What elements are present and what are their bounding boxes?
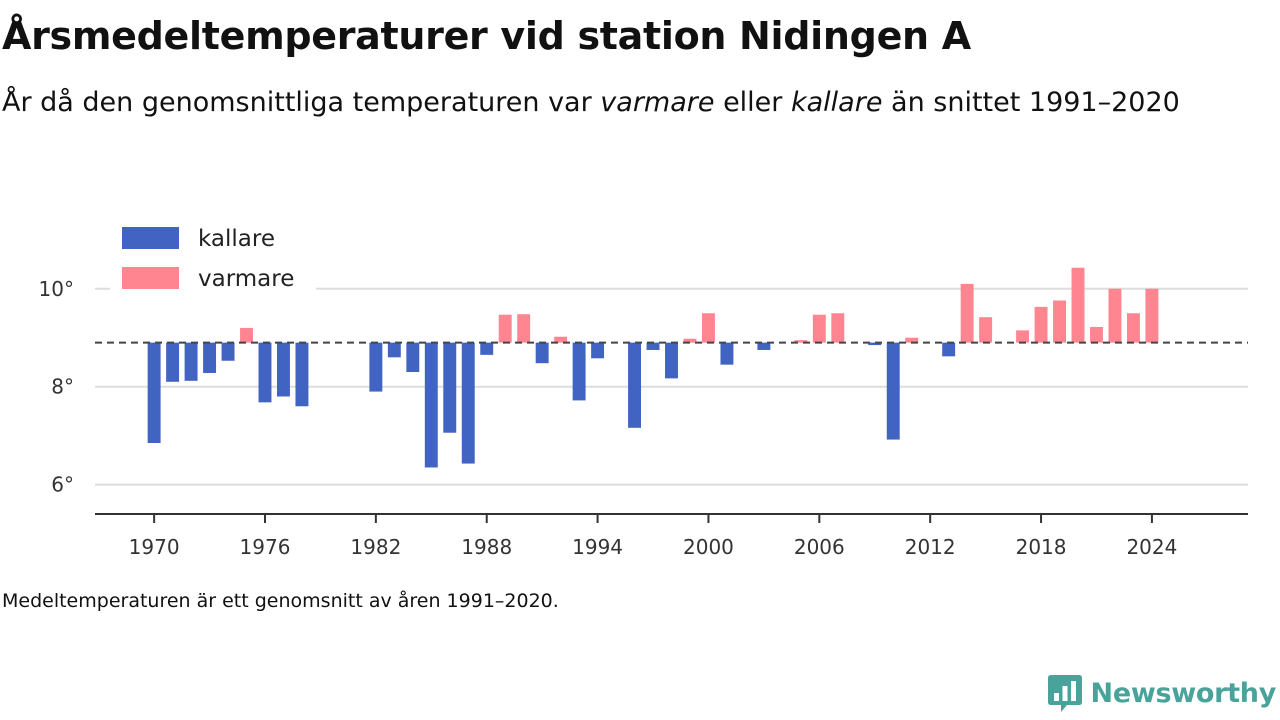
x-tick-label: 1970 (129, 535, 180, 559)
bars (147, 267, 1159, 468)
x-tick-label: 1976 (240, 535, 291, 559)
bar-kallare (628, 342, 642, 428)
bar-varmare (701, 313, 715, 343)
subtitle-warm-word: varmare (600, 87, 715, 118)
bar-varmare (1126, 313, 1140, 343)
bar-kallare (424, 342, 438, 468)
x-tick-label: 2012 (905, 535, 956, 559)
footnote: Medeltemperaturen är ett genomsnitt av å… (2, 590, 559, 612)
newsworthy-logo-icon (1047, 675, 1082, 712)
x-tick-label: 2000 (683, 535, 734, 559)
subtitle-text-2: eller (714, 87, 791, 118)
bar-varmare (960, 283, 974, 343)
y-tick-label: 10° (39, 277, 74, 301)
bar-kallare (757, 342, 771, 350)
bar-kallare (406, 342, 420, 372)
bar-varmare (517, 314, 531, 343)
bar-varmare (1053, 300, 1066, 343)
brand-name: Newsworthy (1090, 677, 1277, 709)
bar-kallare (646, 342, 660, 350)
bar-kallare (203, 342, 217, 373)
bar-kallare (591, 342, 605, 359)
brand-logo: Newsworthy (1047, 672, 1276, 714)
bar-varmare (1090, 326, 1103, 343)
bar-varmare (1016, 330, 1030, 343)
bar-kallare (184, 342, 198, 381)
bar-kallare (572, 342, 586, 401)
bar-varmare (831, 313, 845, 343)
bar-varmare (979, 317, 993, 343)
y-axis-ticks: 6° 8° 10° (39, 277, 74, 497)
bar-kallare (665, 342, 678, 379)
y-tick-label: 8° (51, 375, 74, 399)
legend-label-kallare: kallare (198, 226, 275, 252)
bar-kallare (277, 342, 290, 397)
bar-kallare (295, 342, 309, 407)
bar-kallare (443, 342, 457, 433)
bar-kallare (535, 342, 549, 364)
bar-varmare (1034, 306, 1048, 343)
legend-swatch-varmare (122, 267, 179, 289)
bar-kallare (942, 342, 956, 357)
bar-varmare (812, 314, 826, 343)
bar-varmare (1108, 288, 1122, 343)
bar-kallare (480, 342, 494, 355)
bar-varmare (905, 337, 919, 343)
bar-varmare (794, 340, 808, 343)
subtitle-text-1: År då den genomsnittliga temperaturen va… (2, 87, 601, 118)
legend: kallare varmare (110, 218, 316, 298)
x-tick-label: 1988 (461, 535, 512, 559)
bar-varmare (1071, 267, 1085, 343)
bar-varmare (1145, 288, 1159, 343)
subtitle-cold-word: kallare (790, 87, 883, 118)
bar-varmare (240, 327, 253, 343)
bar-varmare (498, 314, 512, 343)
bar-kallare (258, 342, 272, 403)
legend-label-varmare: varmare (198, 266, 294, 292)
y-tick-label: 6° (51, 473, 74, 497)
bar-kallare (147, 342, 161, 443)
bar-varmare (554, 336, 568, 343)
bar-kallare (166, 342, 180, 382)
chart-title: Årsmedeltemperaturer vid station Nidinge… (2, 14, 971, 58)
bar-kallare (868, 342, 882, 346)
x-axis: 1970 1976 1982 1988 1994 2000 2006 2012 2018 2024 (95, 513, 1248, 559)
x-tick-label: 1994 (572, 535, 623, 559)
x-tick-label: 2024 (1126, 535, 1177, 559)
legend-swatch-kallare (122, 227, 179, 249)
bar-kallare (720, 342, 734, 365)
chart-subtitle: År då den genomsnittliga temperaturen va… (2, 82, 1202, 124)
bar-kallare (886, 342, 900, 440)
x-tick-label: 2006 (794, 535, 845, 559)
bar-kallare (369, 342, 383, 392)
bar-kallare (387, 342, 401, 358)
subtitle-text-3: än snittet 1991–2020 (882, 87, 1180, 118)
bar-kallare (221, 342, 235, 361)
x-tick-label: 1982 (350, 535, 401, 559)
x-tick-label: 2018 (1016, 535, 1067, 559)
bar-varmare (683, 338, 697, 343)
bar-kallare (461, 342, 475, 464)
